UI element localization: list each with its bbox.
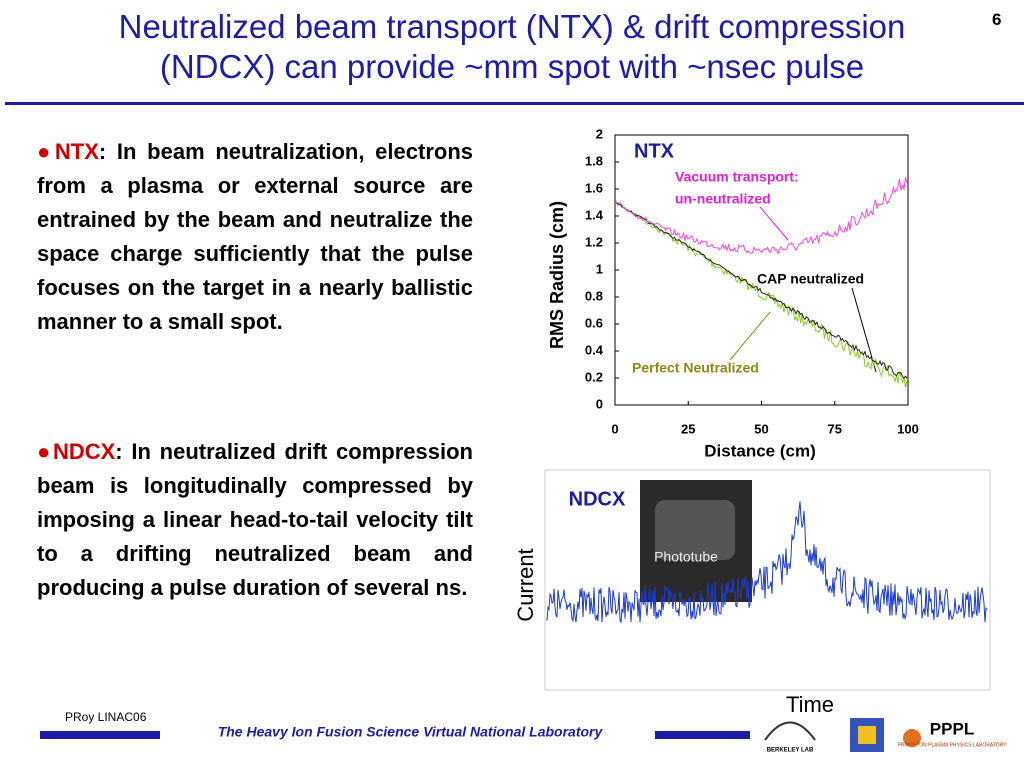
text: In neutralized drift compression beam is… [37,439,473,600]
x-tick-label: 100 [897,421,919,436]
photo-detail [655,500,735,560]
lead: NDCX [52,439,116,464]
y-tick-label: 1.6 [585,180,603,195]
photo-label: Phototube [654,549,718,565]
x-tick-label: 50 [754,421,768,436]
curve-perfect [615,200,908,388]
y-tick-label: 1.4 [585,207,604,222]
x-axis-label: Distance (cm) [704,441,815,460]
y-tick-label: 0.4 [585,342,604,357]
y-tick-label: 0.2 [585,369,603,384]
logo-pppl: PPPL [930,719,974,738]
y-axis-label: RMS Radius (cm) [547,201,567,349]
colon: : [115,439,123,464]
logo-box-inner [858,726,876,744]
title-rule [5,102,1024,105]
lead: NTX [54,139,99,164]
curve-vacuum [616,177,908,255]
annotation: CAP neutralized [757,271,864,287]
pointer [759,206,789,241]
y-tick-label: 1.8 [585,153,603,168]
colon: : [98,139,107,164]
annotation: Perfect Neutralized [632,360,759,376]
logo-pppl-sub: PRINCETON PLASMA PHYSICS LABORATORY [897,742,1007,748]
y-tick-label: 0 [596,396,603,411]
logo-sun [903,729,921,747]
annotation: Vacuum transport: [675,169,799,185]
title-line: Neutralized beam transport (NTX) & drift… [118,8,906,45]
logo-berkeley: BERKELEY LAB [767,748,814,754]
footer-bar [655,731,750,739]
pointer [729,311,771,361]
y-axis-label: Current [513,548,538,621]
y-tick-label: 0.8 [585,288,603,303]
y-tick-label: 2 [596,126,603,141]
ndcx-label: NDCX [569,488,626,510]
ndcx-signal [546,501,988,623]
y-tick-label: 1.2 [585,234,603,249]
curve-cap [615,201,908,379]
slide-number: 6 [992,10,1002,29]
annotation: un-neutralized [675,191,771,207]
logo-berkeley-arc [764,721,816,741]
title-line: (NDCX) can provide ~mm spot with ~nsec p… [159,48,865,85]
footer-bar [40,731,160,739]
x-tick-label: 25 [681,421,695,436]
bullet: ● [37,439,53,464]
x-axis-label: Time [786,692,834,717]
author: PRoy LINAC06 [65,710,147,724]
bullet: ● [37,139,55,164]
x-tick-label: 75 [828,421,842,436]
paragraph: ●NTX: In beam neutralization, electrons … [37,135,473,339]
lab-name: The Heavy Ion Fusion Science Virtual Nat… [218,724,604,740]
y-tick-label: 0.6 [585,315,603,330]
paragraph: ●NDCX: In neutralized drift compression … [37,435,473,605]
ntx-label: NTX [634,140,675,162]
text: In beam neutralization, electrons from a… [37,139,473,334]
y-tick-label: 1 [596,261,603,276]
x-tick-label: 0 [611,421,618,436]
